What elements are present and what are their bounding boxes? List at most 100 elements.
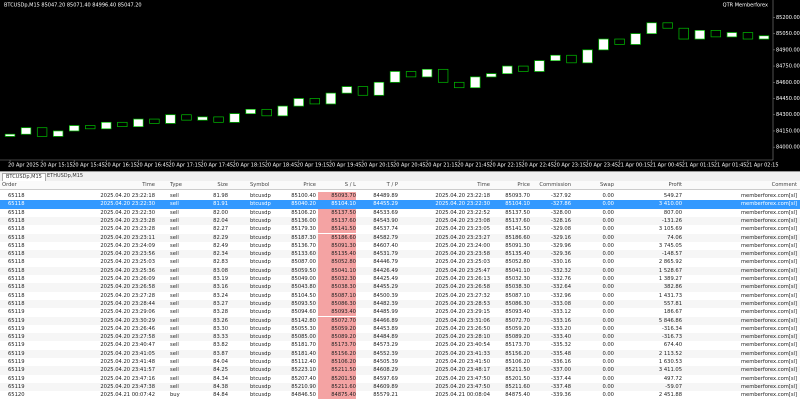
table-cell: sell	[170, 284, 179, 291]
column-header[interactable]: S / L	[344, 182, 356, 188]
column-header[interactable]: Swap	[599, 182, 614, 188]
column-header[interactable]: Time	[477, 182, 490, 188]
trade-row[interactable]: 65119 2025.04.20 23:41:05 sell 83.87 btcusdp…	[0, 349, 800, 358]
x-tick-label: 20 Apr 15:15	[40, 163, 73, 169]
candle-body	[534, 60, 545, 72]
table-cell: 84.04	[213, 359, 228, 365]
table-cell: 85137.60	[505, 217, 530, 224]
table-cell: sell	[170, 251, 179, 258]
table-cell: 2025.04.20 23:41:48	[100, 359, 155, 365]
candle-body	[566, 54, 577, 64]
x-tick-label: 20 Apr 23:45	[586, 163, 619, 169]
table-cell: 85087.10	[505, 292, 530, 299]
candle-body	[213, 116, 224, 123]
tab[interactable]: BTCUSDp,M15	[2, 173, 46, 181]
table-cell: btcusdp	[250, 251, 271, 258]
table-cell: 0.00	[602, 350, 614, 357]
trade-row[interactable]: 65119 2025.04.20 23:26:46 sell 83.30 btcusdp…	[0, 324, 800, 334]
table-cell: 85133.60	[291, 251, 316, 258]
column-header[interactable]: Symbol	[250, 182, 270, 188]
x-tick-label: 20 Apr 18:15	[233, 163, 266, 169]
table-cell: sell	[170, 226, 179, 233]
column-header[interactable]: Size	[217, 182, 228, 188]
table-cell: 2025.04.20 23:23:11	[100, 234, 155, 241]
table-cell: 2025.04.20 23:29:06	[100, 309, 155, 316]
trade-row[interactable]: 65119 2025.04.20 23:47:38 sell 84.38 btcusdp…	[0, 382, 800, 392]
table-cell: 85043.80	[291, 284, 316, 291]
table-cell: -333.20	[550, 325, 571, 332]
column-header[interactable]: Price	[303, 182, 316, 188]
candle-body	[309, 98, 320, 105]
table-cell: btcusdp	[250, 193, 271, 199]
table-cell: 85186.60	[505, 234, 530, 241]
trade-row[interactable]: 65118 2025.04.20 23:23:28 sell 82.04 btcusdp…	[0, 216, 800, 226]
trade-row[interactable]: 65119 2025.04.20 23:40:47 sell 83.82 btcusdp…	[0, 341, 800, 350]
trade-row[interactable]: 65119 2025.04.20 23:30:29 sell 83.26 btcusdp…	[0, 316, 800, 325]
table-cell: 2025.04.20 23:25:36	[100, 267, 155, 274]
table-cell: 2025.04.20 23:27:28	[100, 292, 155, 299]
trade-row[interactable]: 65118 2025.04.20 23:26:09 sell 83.19 btcusdp…	[0, 275, 800, 284]
table-cell: 85093.50	[291, 300, 316, 307]
trade-row[interactable]: 65119 2025.04.20 23:29:06 sell 83.28 btcusdp…	[0, 308, 800, 317]
trade-row[interactable]: 65118 2025.04.20 23:25:03 sell 82.83 btcusdp…	[0, 258, 800, 267]
table-cell: 2025.04.20 23:28:44	[100, 300, 155, 307]
trade-row[interactable]: 65118 2025.04.20 23:22:30 sell 81.91 btcusdp…	[0, 200, 800, 209]
table-cell: 84531.79	[373, 251, 398, 258]
table-cell: 85100.40	[291, 193, 316, 199]
trade-row[interactable]: 65118 2025.04.20 23:26:58 sell 83.16 btcusdp…	[0, 283, 800, 292]
trade-row[interactable]: 65118 2025.04.20 23:27:28 sell 83.24 btcusdp…	[0, 291, 800, 300]
table-cell: 2025.04.20 23:40:54	[435, 342, 490, 349]
table-cell: 85181.70	[291, 342, 316, 349]
table-cell: 65118	[8, 209, 25, 216]
column-header[interactable]: Profit	[668, 182, 682, 188]
table-cell: 84573.29	[373, 342, 398, 349]
table-cell: 65118	[8, 292, 25, 299]
candle-body	[470, 76, 481, 89]
table-cell: btcusdp	[250, 325, 271, 332]
table-cell: 85137.50	[505, 209, 530, 216]
trade-row[interactable]: 65119 2025.04.20 23:41:57 sell 84.25 btcusdp…	[0, 366, 800, 375]
table-cell: 2025.04.20 23:47:50	[435, 375, 490, 382]
column-header[interactable]: Commission	[539, 182, 571, 188]
tab[interactable]: ETHUSDp,M15	[47, 173, 84, 179]
trade-row[interactable]: 65118 2025.04.20 23:22:18 sell 81.98 btcusdp…	[0, 192, 800, 201]
trade-row[interactable]: 65118 2025.04.20 23:22:30 sell 82.00 btcusdp…	[0, 208, 800, 217]
column-header[interactable]: Time	[142, 182, 155, 188]
candle-body	[325, 92, 337, 105]
trade-row[interactable]: 65118 2025.04.20 23:24:09 sell 82.49 btcusdp…	[0, 241, 800, 251]
column-header[interactable]: Comment	[771, 182, 797, 188]
trade-row[interactable]: 65118 2025.04.20 23:23:56 sell 82.34 btcusdp…	[0, 250, 800, 259]
trade-row[interactable]: 65118 2025.04.20 23:23:11 sell 82.29 btcusdp…	[0, 233, 800, 242]
table-cell: 85093.70	[505, 193, 530, 199]
column-header[interactable]: Price	[517, 182, 530, 188]
trade-row[interactable]: 65118 2025.04.20 23:23:28 sell 82.27 btcusdp…	[0, 225, 800, 234]
table-cell: memberforex.com[sl]	[740, 193, 797, 199]
table-cell: 85156.20	[505, 350, 530, 357]
table-cell: 1 431.73	[658, 292, 682, 299]
trade-row[interactable]: 65118 2025.04.20 23:25:36 sell 83.08 btcusdp…	[0, 266, 800, 275]
table-cell: 85223.10	[291, 367, 316, 374]
trade-row[interactable]: 65118 2025.04.20 23:28:44 sell 83.27 btcusdp…	[0, 299, 800, 309]
trade-row[interactable]: 65119 2025.04.20 23:27:58 sell 83.33 btcusdp…	[0, 333, 800, 342]
table-cell: 84552.39	[373, 350, 398, 357]
table-cell: -316.34	[661, 325, 682, 332]
table-cell: 2025.04.20 23:27:32	[435, 292, 490, 299]
table-cell: 85112.40	[291, 359, 316, 365]
trade-row[interactable]: 65120 2025.04.21 00:07:42 buy 84.84 btcusdp 8…	[0, 391, 800, 400]
table-cell: 2025.04.20 23:23:05	[435, 226, 490, 233]
trade-row[interactable]: 65119 2025.04.20 23:41:48 sell 84.04 btcusdp…	[0, 358, 800, 367]
table-cell: 65118	[8, 300, 25, 307]
x-tick-label: 20 Apr 17:45	[201, 163, 234, 169]
y-tick-label: 85200.00	[776, 15, 800, 21]
table-cell: 85049.00	[291, 276, 316, 282]
column-header[interactable]: Type	[170, 182, 182, 188]
table-cell: 84.84	[213, 392, 228, 399]
table-cell: 2025.04.20 23:27:58	[100, 334, 155, 341]
column-header[interactable]: T / P	[386, 182, 398, 188]
table-cell: sell	[170, 309, 179, 316]
table-cell: 0.00	[602, 367, 614, 374]
x-tick-label: 21 Apr 00:15	[618, 163, 651, 169]
column-header[interactable]: Order	[2, 182, 17, 188]
trade-row[interactable]: 65119 2025.04.20 23:47:16 sell 84.34 btcusdp…	[0, 374, 800, 383]
x-tick-label: 20 Apr 23:15	[553, 163, 586, 169]
